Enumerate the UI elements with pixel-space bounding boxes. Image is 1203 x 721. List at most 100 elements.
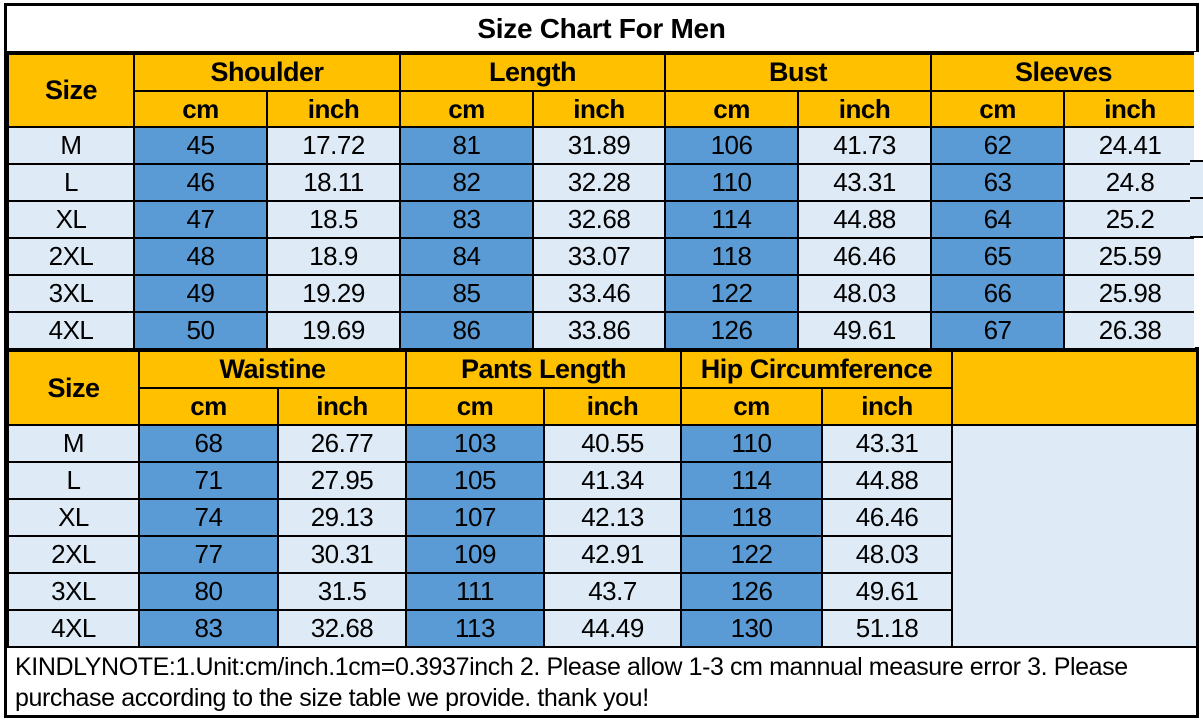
cm-value-cell: 49 <box>133 274 268 313</box>
inch-value-cell: 41.73 <box>797 126 933 165</box>
measure-group-header: Waistine <box>138 350 407 389</box>
cm-value-cell: 64 <box>930 200 1066 239</box>
unit-header-inch: inch <box>821 387 954 426</box>
inch-value-cell: 25.98 <box>1063 274 1198 313</box>
cm-value-cell: 85 <box>399 274 535 313</box>
size-cell: L <box>7 461 140 500</box>
table-row: XL 47 18.5 83 32.68 114 44.88 64 25.2 <box>7 200 1198 239</box>
inch-value-cell: 44.88 <box>797 200 933 239</box>
inch-value-cell: 46.46 <box>821 498 954 537</box>
cm-value-cell: 84 <box>399 237 535 276</box>
inch-value-cell: 32.68 <box>277 609 407 648</box>
cm-value-cell: 83 <box>138 609 279 648</box>
size-cell: 3XL <box>7 572 140 611</box>
inch-value-cell: 40.55 <box>542 424 683 463</box>
unit-header-inch: inch <box>532 90 667 128</box>
measure-group-header: Shoulder <box>132 53 402 92</box>
inch-value-cell: 18.9 <box>265 237 402 276</box>
measure-group-header: Pants Length <box>404 350 683 389</box>
unit-header-cm: cm <box>133 90 268 128</box>
cm-value-cell: 86 <box>399 311 535 350</box>
cm-value-cell: 68 <box>138 424 279 463</box>
table-row: M 45 17.72 81 31.89 106 41.73 62 24.41 <box>7 126 1198 165</box>
size-cell: XL <box>7 200 135 239</box>
cm-value-cell: 110 <box>664 163 800 202</box>
kindly-note: KINDLYNOTE:1.Unit:cm/inch.1cm=0.3937inch… <box>7 648 1196 715</box>
inch-value-cell: 30.31 <box>277 535 407 574</box>
inch-value-cell: 51.18 <box>821 609 954 648</box>
table-row: 3XL 49 19.29 85 33.46 122 48.03 66 25.98 <box>7 274 1198 313</box>
unit-header-inch: inch <box>797 90 933 128</box>
cm-value-cell: 74 <box>138 498 279 537</box>
unit-header-cm: cm <box>664 90 800 128</box>
inch-value-cell: 24.41 <box>1063 126 1198 165</box>
empty-header-cell <box>951 350 1199 426</box>
inch-value-cell: 19.69 <box>265 311 402 350</box>
cm-value-cell: 113 <box>405 609 545 648</box>
table-row: 2XL 77 30.31 109 42.91 122 48.03 <box>7 535 1197 574</box>
cm-value-cell: 118 <box>680 498 824 537</box>
size-cell: 4XL <box>7 311 135 350</box>
measure-group-header: Bust <box>664 53 933 92</box>
table-row: L 46 18.11 82 32.28 110 43.31 63 24.8 <box>7 163 1198 202</box>
cm-value-cell: 66 <box>930 274 1066 313</box>
inch-value-cell: 41.34 <box>542 461 683 500</box>
cm-value-cell: 122 <box>664 274 800 313</box>
inch-value-cell: 27.95 <box>277 461 407 500</box>
measure-group-header: Length <box>399 53 667 92</box>
unit-header-cm: cm <box>399 90 535 128</box>
inch-value-cell: 32.68 <box>532 200 667 239</box>
cm-value-cell: 71 <box>138 461 279 500</box>
cm-value-cell: 82 <box>399 163 535 202</box>
inch-value-cell: 49.61 <box>821 572 954 611</box>
inch-value-cell: 46.46 <box>797 237 933 276</box>
unit-header-inch: inch <box>542 387 683 426</box>
cm-value-cell: 105 <box>405 461 545 500</box>
inch-value-cell: 48.03 <box>821 535 954 574</box>
size-cell: 2XL <box>7 535 140 574</box>
inch-value-cell: 33.86 <box>532 311 667 350</box>
inch-value-cell: 29.13 <box>277 498 407 537</box>
inch-value-cell: 33.07 <box>532 237 667 276</box>
inch-value-cell: 43.31 <box>821 424 954 463</box>
cm-value-cell: 67 <box>930 311 1066 350</box>
cm-value-cell: 47 <box>133 200 268 239</box>
unit-header-cm: cm <box>680 387 824 426</box>
cm-value-cell: 65 <box>930 237 1066 276</box>
inch-value-cell: 42.13 <box>542 498 683 537</box>
inch-value-cell: 24.8 <box>1063 163 1198 202</box>
size-cell: 3XL <box>7 274 135 313</box>
size-cell: M <box>7 126 135 165</box>
size-cell: XL <box>7 498 140 537</box>
cm-value-cell: 45 <box>133 126 268 165</box>
unit-header-inch: inch <box>277 387 407 426</box>
measure-group-header: Sleeves <box>930 53 1198 92</box>
cm-value-cell: 103 <box>405 424 545 463</box>
size-table-upper-body: Size Shoulder Length Bust Sleeves cm inch cm inc… <box>7 53 1198 350</box>
unit-header-cm: cm <box>405 387 545 426</box>
inch-value-cell: 26.38 <box>1063 311 1198 350</box>
inch-value-cell: 19.29 <box>265 274 402 313</box>
empty-body-cell <box>951 424 1199 648</box>
inch-value-cell: 43.31 <box>797 163 933 202</box>
inch-value-cell: 32.28 <box>532 163 667 202</box>
page-title: Size Chart For Men <box>7 6 1196 53</box>
cm-value-cell: 111 <box>405 572 545 611</box>
table-row: 4XL 83 32.68 113 44.49 130 51.18 <box>7 609 1197 648</box>
cm-value-cell: 46 <box>133 163 268 202</box>
cm-value-cell: 126 <box>680 572 824 611</box>
row-extension-patch <box>1190 160 1203 238</box>
size-cell: M <box>7 424 140 463</box>
cm-value-cell: 62 <box>930 126 1066 165</box>
measure-group-header: Hip Circumference <box>680 350 954 389</box>
unit-header-inch: inch <box>1063 90 1198 128</box>
inch-value-cell: 17.72 <box>265 126 402 165</box>
table-row: M 68 26.77 103 40.55 110 43.31 <box>7 424 1199 648</box>
inch-value-cell: 18.11 <box>265 163 402 202</box>
inch-value-cell: 26.77 <box>277 424 407 463</box>
inch-value-cell: 33.46 <box>532 274 667 313</box>
cm-value-cell: 126 <box>664 311 800 350</box>
cm-value-cell: 81 <box>399 126 535 165</box>
cm-value-cell: 114 <box>680 461 824 500</box>
cm-value-cell: 130 <box>680 609 824 648</box>
